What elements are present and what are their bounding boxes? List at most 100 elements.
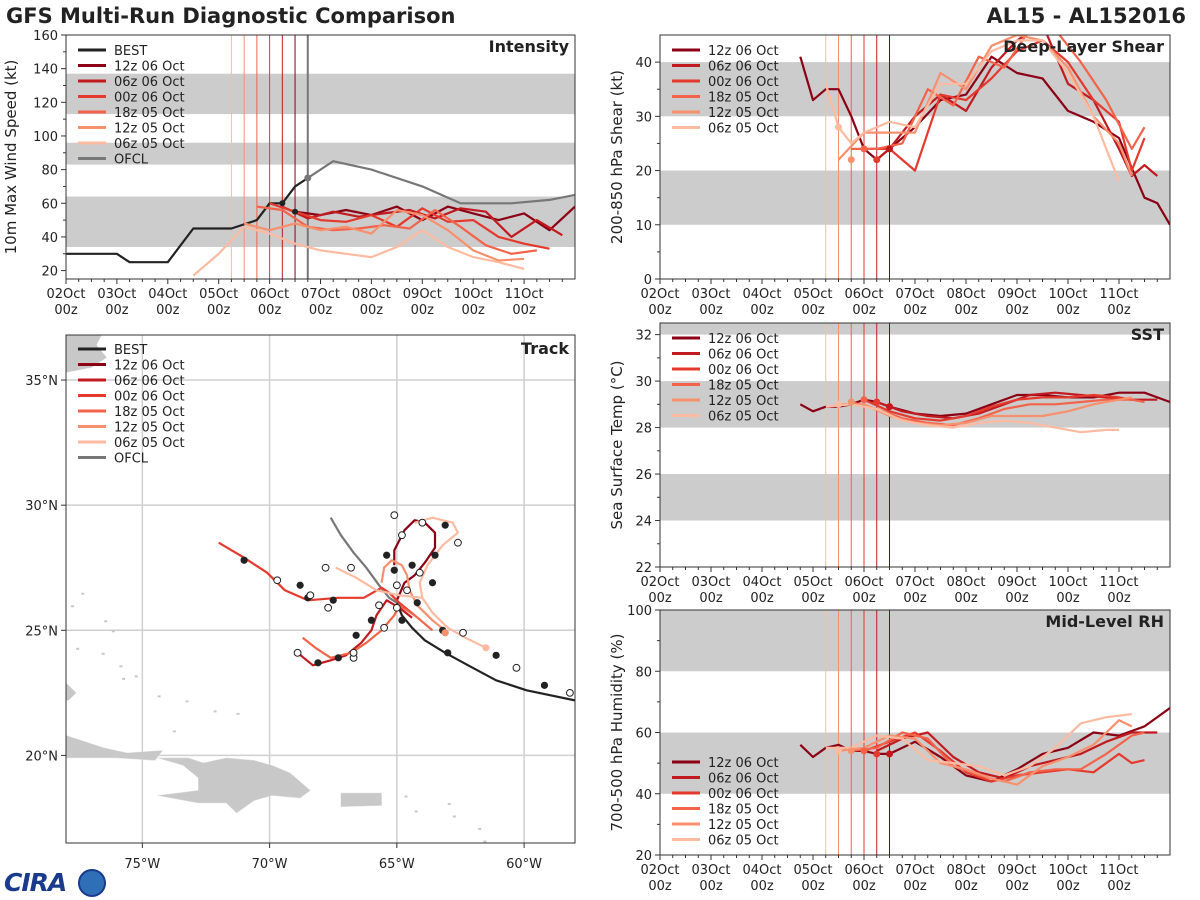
intensity-legend-label: 00z 06 Oct [114, 91, 185, 106]
shear-xtick-hour: 00z [801, 303, 825, 318]
rh-ytick-label: 100 [627, 604, 652, 619]
shear-legend-label: 12z 06 Oct [708, 44, 779, 59]
track-point-run [482, 644, 490, 652]
shear-xtick-day: 08Oct [946, 287, 985, 302]
intensity-ytick-label: 80 [41, 164, 58, 179]
rh-ytick-label: 60 [635, 727, 652, 742]
intensity-panel-title: Intensity [489, 37, 570, 56]
sst-ytick-label: 24 [635, 515, 652, 530]
rh-xtick-hour: 00z [852, 879, 876, 894]
track-series-06z-05-oct [414, 516, 487, 649]
intensity-xtick-day: 04Oct [148, 287, 187, 302]
shear-panel-title: Deep-Layer Shear [1003, 37, 1164, 56]
sst-xtick-day: 06Oct [844, 575, 883, 590]
track-series-06z-05-oct-b [335, 566, 423, 599]
track-point-open [380, 623, 389, 632]
track-point-open [324, 603, 333, 612]
shear-ytick-label: 30 [635, 110, 652, 125]
sst-ytick-label: 26 [635, 468, 652, 483]
track-legend-label: BEST [114, 343, 147, 358]
track-ytick-label: 35°N [25, 374, 58, 389]
shear-run-marker [860, 145, 868, 153]
cuba-north-cay [66, 682, 77, 701]
track-point-filled [492, 651, 500, 659]
track-xtick-label: 65°W [379, 857, 415, 872]
track-legend-label: 12z 05 Oct [114, 421, 185, 436]
intensity-xtick-day: 06Oct [250, 287, 289, 302]
rh-xtick-day: 10Oct [1048, 863, 1087, 878]
shear-run-marker [886, 145, 893, 153]
shear-xtick-hour: 00z [699, 303, 723, 318]
island-landmass [104, 620, 108, 623]
shear-xtick-day: 06Oct [844, 287, 883, 302]
shear-series-18z-05-oct [851, 35, 1146, 150]
track-series-best [395, 602, 575, 702]
sst-legend-label: 00z 06 Oct [708, 363, 779, 378]
intensity-panel: 2040608010012014016002Oct00z03Oct00z04Oc… [2, 29, 576, 318]
rh-ytick-label: 20 [635, 849, 652, 864]
track-point-open [375, 601, 383, 610]
island-landmass [134, 675, 138, 678]
track-ytick-label: 25°N [25, 624, 58, 639]
sst-xtick-day: 11Oct [1099, 575, 1138, 590]
rh-legend-label: 06z 05 Oct [708, 834, 779, 849]
island-landmass [236, 712, 240, 715]
hispaniola-landmass [157, 757, 311, 814]
rh-xtick-day: 07Oct [895, 863, 934, 878]
rh-legend-label: 00z 06 Oct [708, 787, 779, 802]
rh-xtick-hour: 00z [801, 879, 825, 894]
sst-run-marker [860, 396, 868, 404]
rh-ylabel: 700-500 hPa Humidity (%) [608, 633, 626, 831]
rh-xtick-hour: 00z [699, 879, 723, 894]
sst-xtick-day: 02Oct [640, 575, 679, 590]
track-xtick-label: 60°W [506, 857, 542, 872]
intensity-band [66, 142, 575, 165]
track-xtick-label: 75°W [124, 857, 160, 872]
intensity-xtick-day: 10Oct [454, 287, 493, 302]
sst-legend-label: 06z 05 Oct [708, 410, 779, 425]
intensity-series-12z-06-oct [294, 205, 575, 232]
rh-xtick-day: 08Oct [946, 863, 985, 878]
intensity-xtick-hour: 00z [411, 303, 435, 318]
rh-ytick-label: 80 [635, 665, 652, 680]
sst-xtick-hour: 00z [801, 591, 825, 606]
rh-plot-area [660, 610, 1170, 855]
intensity-ytick-label: 20 [41, 265, 58, 280]
intensity-ofcl-marker [304, 174, 312, 182]
rh-xtick-day: 03Oct [691, 863, 730, 878]
figure-title: GFS Multi-Run Diagnostic Comparison [6, 4, 456, 28]
track-series-ofcl [329, 517, 398, 604]
shear-xtick-hour: 00z [750, 303, 774, 318]
track-point-run [441, 629, 449, 637]
intensity-xtick-hour: 00z [207, 303, 231, 318]
island-landmass [119, 665, 123, 668]
rh-ytick-label: 40 [635, 788, 652, 803]
sst-ytick-label: 30 [635, 375, 652, 390]
rh-band [660, 610, 1170, 672]
sst-xtick-day: 09Oct [997, 575, 1036, 590]
track-point-open [273, 576, 282, 585]
rh-legend-label: 12z 06 Oct [708, 756, 779, 771]
track-legend-label: 12z 06 Oct [114, 359, 185, 374]
shear-xtick-day: 05Oct [793, 287, 832, 302]
intensity-xtick-day: 08Oct [352, 287, 391, 302]
island-landmass [483, 840, 487, 843]
island-landmass [414, 810, 418, 813]
sst-ytick-label: 28 [635, 422, 652, 437]
rh-series-06z-06-oct [876, 731, 1158, 780]
track-point-open [459, 628, 467, 637]
sst-xtick-hour: 00z [1005, 591, 1029, 606]
rh-series-06z-05-oct [825, 713, 1132, 777]
track-point-open [347, 563, 355, 572]
track-point-filled [383, 551, 391, 559]
cira-logo: CIRA [4, 868, 114, 898]
intensity-legend-label: 12z 05 Oct [114, 122, 185, 137]
track-legend-label: 00z 06 Oct [114, 390, 185, 405]
track-point-filled [240, 556, 248, 564]
rh-xtick-day: 04Oct [742, 863, 781, 878]
island-landmass [478, 827, 482, 830]
intensity-best-marker [292, 208, 299, 215]
track-point-open [566, 688, 574, 697]
sst-series-12z-05-oct [838, 396, 1132, 427]
